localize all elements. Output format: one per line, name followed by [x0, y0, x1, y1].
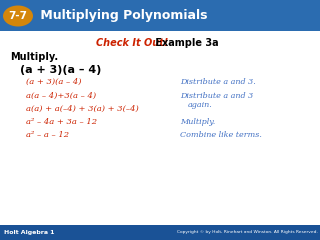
Text: Example 3a: Example 3a [152, 38, 219, 48]
Ellipse shape [3, 6, 33, 26]
Text: Distribute a and 3.: Distribute a and 3. [180, 78, 256, 86]
Text: again.: again. [188, 101, 213, 109]
Text: a² – 4a + 3a – 12: a² – 4a + 3a – 12 [26, 118, 97, 126]
FancyBboxPatch shape [0, 0, 320, 31]
Text: Multiply.: Multiply. [180, 118, 215, 126]
Text: Distribute a and 3: Distribute a and 3 [180, 92, 253, 100]
Text: 7-7: 7-7 [9, 11, 28, 21]
Text: Combine like terms.: Combine like terms. [180, 131, 262, 139]
Text: a² – a – 12: a² – a – 12 [26, 131, 69, 139]
Text: Holt Algebra 1: Holt Algebra 1 [4, 230, 54, 235]
Text: Multiplying Polynomials: Multiplying Polynomials [36, 10, 207, 23]
Text: (a + 3)(a – 4): (a + 3)(a – 4) [20, 65, 101, 75]
Text: a(a – 4)+3(a – 4): a(a – 4)+3(a – 4) [26, 92, 96, 100]
Text: Multiply.: Multiply. [10, 52, 58, 62]
FancyBboxPatch shape [0, 225, 320, 240]
Text: Check It Out!: Check It Out! [96, 38, 168, 48]
Text: Copyright © by Holt, Rinehart and Winston. All Rights Reserved.: Copyright © by Holt, Rinehart and Winsto… [177, 230, 318, 234]
Text: (a + 3)(a – 4): (a + 3)(a – 4) [26, 78, 82, 86]
Text: a(a) + a(–4) + 3(a) + 3(–4): a(a) + a(–4) + 3(a) + 3(–4) [26, 105, 139, 113]
